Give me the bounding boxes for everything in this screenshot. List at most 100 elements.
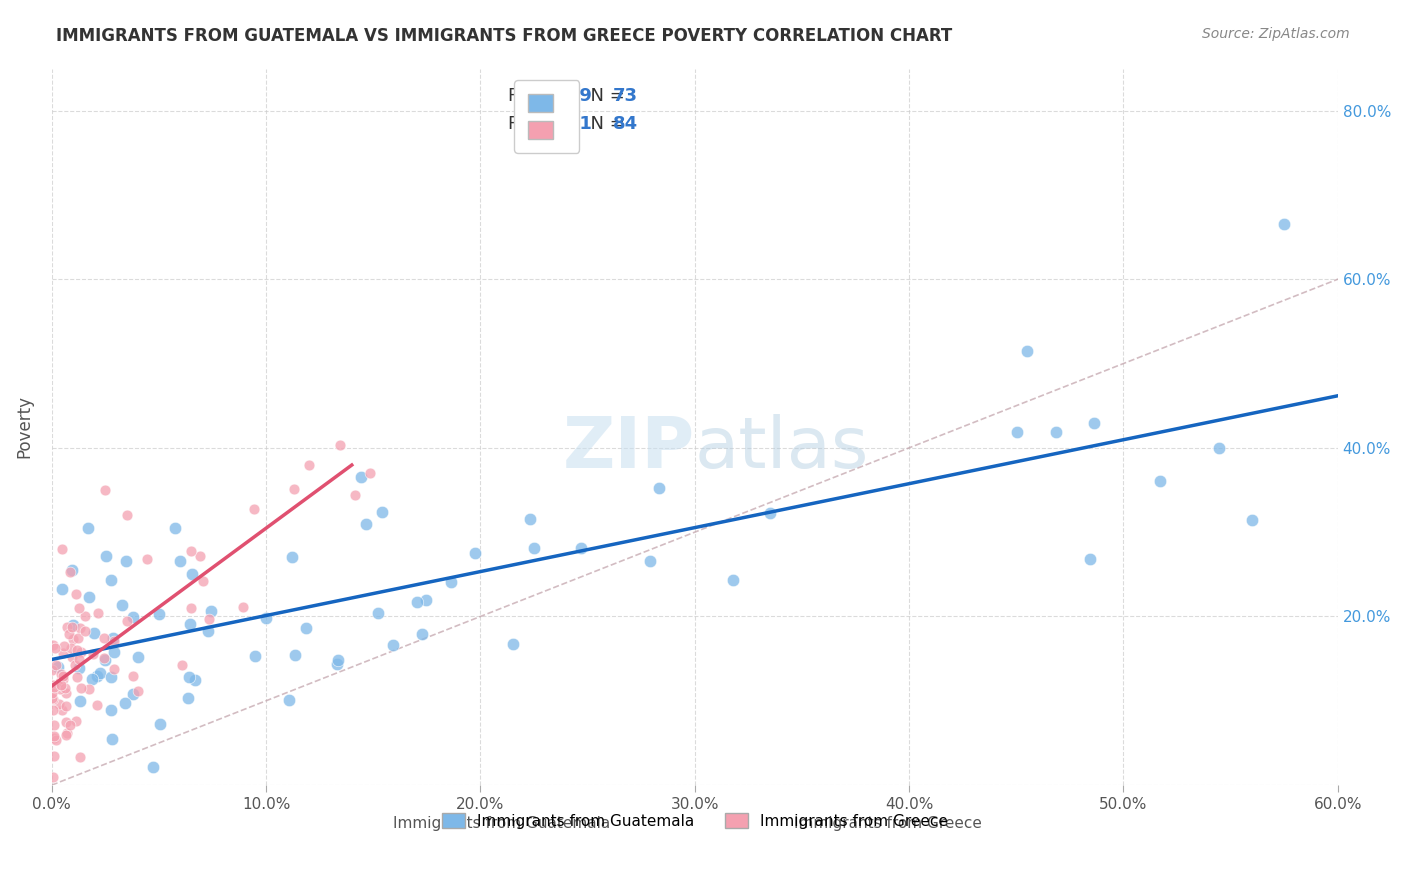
- Immigrants from Greece: [77, 682, 100, 697]
- Immigrants from Guatemala: [464, 546, 486, 560]
- Text: ZIP: ZIP: [562, 414, 695, 483]
- Immigrants from Greece: [45, 657, 67, 672]
- Immigrants from Guatemala: [100, 703, 122, 717]
- Immigrants from Greece: [283, 482, 305, 496]
- Immigrants from Guatemala: [148, 607, 170, 621]
- Immigrants from Greece: [121, 669, 143, 683]
- Immigrants from Guatemala: [89, 665, 111, 680]
- Text: N =: N =: [579, 87, 630, 104]
- Immigrants from Guatemala: [648, 481, 671, 495]
- Immigrants from Greece: [70, 645, 93, 659]
- Immigrants from Greece: [170, 657, 193, 672]
- Immigrants from Guatemala: [759, 506, 782, 520]
- Immigrants from Greece: [59, 566, 82, 580]
- Immigrants from Guatemala: [295, 621, 318, 635]
- Immigrants from Guatemala: [254, 611, 277, 625]
- Text: 84: 84: [613, 115, 637, 134]
- Immigrants from Greece: [53, 639, 76, 653]
- Immigrants from Greece: [42, 680, 65, 694]
- Immigrants from Greece: [55, 728, 77, 742]
- Immigrants from Greece: [180, 544, 202, 558]
- Immigrants from Greece: [42, 718, 65, 732]
- Immigrants from Greece: [42, 678, 65, 692]
- Immigrants from Greece: [190, 549, 212, 563]
- Immigrants from Greece: [55, 715, 77, 730]
- Immigrants from Greece: [42, 702, 65, 716]
- Immigrants from Guatemala: [103, 645, 125, 659]
- Immigrants from Greece: [94, 483, 117, 497]
- Immigrants from Greece: [48, 697, 70, 711]
- Immigrants from Greece: [198, 612, 221, 626]
- Immigrants from Greece: [41, 686, 63, 700]
- Immigrants from Greece: [75, 624, 97, 638]
- Immigrants from Greece: [242, 501, 264, 516]
- Immigrants from Guatemala: [62, 617, 84, 632]
- Immigrants from Greece: [73, 609, 96, 624]
- Immigrants from Greece: [87, 606, 110, 620]
- Immigrants from Guatemala: [114, 696, 136, 710]
- Text: N =: N =: [579, 115, 630, 134]
- Text: 73: 73: [613, 87, 637, 104]
- Immigrants from Greece: [359, 467, 381, 481]
- Immigrants from Greece: [298, 458, 321, 473]
- Text: Source: ZipAtlas.com: Source: ZipAtlas.com: [1202, 27, 1350, 41]
- Text: IMMIGRANTS FROM GUATEMALA VS IMMIGRANTS FROM GREECE POVERTY CORRELATION CHART: IMMIGRANTS FROM GUATEMALA VS IMMIGRANTS …: [56, 27, 952, 45]
- Immigrants from Guatemala: [197, 624, 219, 638]
- Immigrants from Greece: [93, 631, 115, 645]
- Immigrants from Guatemala: [115, 554, 138, 568]
- Immigrants from Greece: [60, 619, 83, 633]
- Immigrants from Greece: [82, 647, 104, 661]
- Immigrants from Guatemala: [184, 673, 207, 687]
- Text: Immigrants from Greece: Immigrants from Greece: [793, 816, 981, 831]
- Immigrants from Greece: [42, 748, 65, 763]
- Immigrants from Greece: [42, 691, 65, 706]
- Immigrants from Greece: [51, 670, 73, 684]
- Immigrants from Guatemala: [77, 590, 100, 604]
- Immigrants from Greece: [52, 669, 75, 683]
- Immigrants from Greece: [63, 658, 86, 673]
- Immigrants from Greece: [41, 690, 63, 705]
- Immigrants from Greece: [41, 663, 63, 677]
- Immigrants from Guatemala: [367, 606, 389, 620]
- Immigrants from Guatemala: [69, 694, 91, 708]
- Immigrants from Greece: [51, 666, 73, 681]
- Text: R =: R =: [508, 87, 547, 104]
- Immigrants from Guatemala: [200, 604, 222, 618]
- Immigrants from Greece: [59, 718, 82, 732]
- Immigrants from Greece: [49, 674, 72, 689]
- Immigrants from Guatemala: [354, 517, 377, 532]
- Immigrants from Guatemala: [721, 573, 744, 587]
- Immigrants from Guatemala: [100, 573, 122, 587]
- Immigrants from Guatemala: [411, 626, 433, 640]
- Immigrants from Guatemala: [101, 732, 124, 747]
- Immigrants from Greece: [127, 683, 149, 698]
- Immigrants from Guatemala: [350, 470, 373, 484]
- Immigrants from Guatemala: [569, 541, 592, 556]
- Immigrants from Greece: [115, 508, 138, 523]
- Immigrants from Guatemala: [325, 657, 347, 671]
- Immigrants from Guatemala: [177, 691, 200, 706]
- Immigrants from Guatemala: [122, 687, 145, 701]
- Immigrants from Greece: [52, 646, 75, 660]
- Immigrants from Greece: [65, 587, 87, 601]
- Immigrants from Guatemala: [415, 593, 437, 607]
- Immigrants from Greece: [65, 670, 87, 684]
- Immigrants from Greece: [344, 488, 367, 502]
- Immigrants from Guatemala: [177, 670, 200, 684]
- Immigrants from Guatemala: [1045, 425, 1067, 440]
- Immigrants from Guatemala: [1083, 417, 1105, 431]
- Immigrants from Guatemala: [1149, 474, 1171, 488]
- Text: atlas: atlas: [695, 414, 869, 483]
- Immigrants from Guatemala: [101, 631, 124, 645]
- Immigrants from Guatemala: [326, 653, 349, 667]
- Immigrants from Guatemala: [370, 505, 392, 519]
- Immigrants from Guatemala: [440, 574, 463, 589]
- Immigrants from Greece: [52, 673, 75, 687]
- Immigrants from Greece: [67, 601, 90, 615]
- Immigrants from Guatemala: [67, 661, 90, 675]
- Immigrants from Guatemala: [148, 716, 170, 731]
- Immigrants from Greece: [58, 627, 80, 641]
- Immigrants from Guatemala: [94, 549, 117, 563]
- Immigrants from Greece: [67, 652, 90, 666]
- Immigrants from Guatemala: [94, 653, 117, 667]
